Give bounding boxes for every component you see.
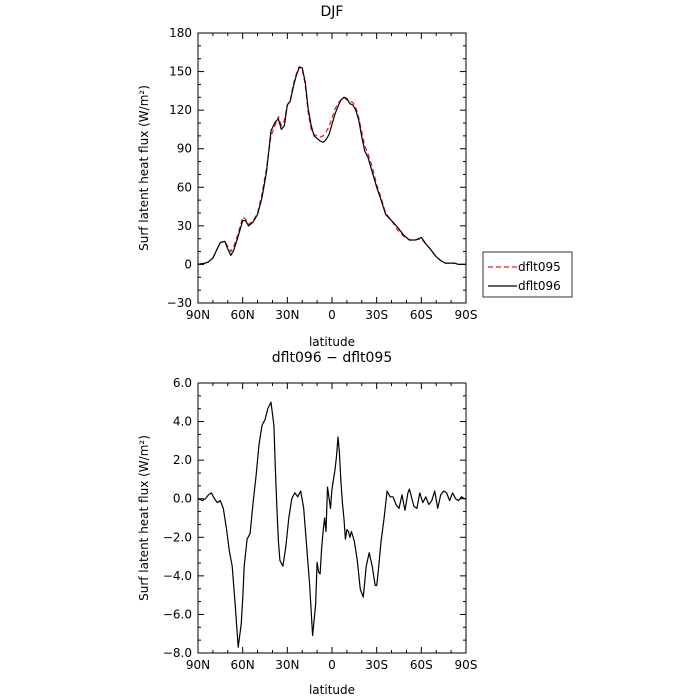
bottom-x-tick-label: 60S <box>410 658 433 672</box>
top-panel-djf: DJF 90N 60N 30N 0 30S 60S 90S −30 0 30 60 90 120 150 1… <box>137 4 573 349</box>
top-y-tick-label: 90 <box>177 142 192 156</box>
bottom-x-tick-label: 0 <box>328 658 336 672</box>
legend: dflt095 dflt096 <box>482 251 573 298</box>
bottom-x-tick-label: 30N <box>275 658 299 672</box>
top-plot-area: 90N 60N 30N 0 30S 60S 90S −30 0 30 60 90 120 150 180 <box>167 26 478 322</box>
legend-label-dflt096: dflt096 <box>518 279 561 293</box>
bottom-y-tick-label: −2.0 <box>163 530 192 544</box>
legend-label-dflt095: dflt095 <box>518 260 561 274</box>
bottom-y-tick-label: 2.0 <box>173 453 192 467</box>
top-y-tick-label: 30 <box>177 219 192 233</box>
bottom-y-tick-label: 6.0 <box>173 376 192 390</box>
bottom-y-tick-label: −6.0 <box>163 607 192 621</box>
top-x-tick-label: 30S <box>365 308 388 322</box>
top-y-tick-label: 180 <box>169 26 192 40</box>
top-x-tick-label: 0 <box>328 308 336 322</box>
bottom-x-axis-label: latitude <box>309 683 355 697</box>
top-y-axis-label: Surf latent heat flux (W/m²) <box>137 85 151 251</box>
top-x-tick-label: 60S <box>410 308 433 322</box>
bottom-panel-difference: dflt096 − dflt095 90N 60N 30N 0 30S 60S 90S −8.… <box>137 350 477 697</box>
top-x-tick-label: 90N <box>186 308 210 322</box>
top-x-tick-label: 60N <box>231 308 255 322</box>
top-x-tick-label: 90S <box>455 308 478 322</box>
bottom-plot-area: 90N 60N 30N 0 30S 60S 90S −8.0 −6.0 −4.0 −2.0 0.0 2.… <box>163 376 478 672</box>
bottom-y-tick-label: 4.0 <box>173 415 192 429</box>
top-y-tick-label: 120 <box>169 103 192 117</box>
legend-box <box>482 251 573 298</box>
top-y-tick-label: 60 <box>177 180 192 194</box>
bottom-x-tick-label: 30S <box>365 658 388 672</box>
bottom-x-tick-label: 60N <box>231 658 255 672</box>
top-x-axis-label: latitude <box>309 335 355 349</box>
top-chart-title: DJF <box>321 4 344 20</box>
top-series-line-dflt096 <box>197 67 466 265</box>
bottom-y-tick-label: −4.0 <box>163 569 192 583</box>
bottom-y-tick-label: −8.0 <box>163 646 192 660</box>
bottom-y-tick-label: 0.0 <box>173 492 192 506</box>
top-y-tick-label: 150 <box>169 65 192 79</box>
bottom-x-tick-label: 90N <box>186 658 210 672</box>
top-y-tick-label: −30 <box>167 296 192 310</box>
bottom-x-tick-label: 90S <box>455 658 478 672</box>
bottom-series-line-difference <box>197 401 466 648</box>
top-x-tick-label: 30N <box>275 308 299 322</box>
bottom-chart-title: dflt096 − dflt095 <box>272 350 392 366</box>
bottom-plot-frame <box>197 382 467 654</box>
top-y-tick-label: 0 <box>184 257 192 271</box>
top-plot-frame <box>197 32 467 304</box>
bottom-y-axis-label: Surf latent heat flux (W/m²) <box>137 435 151 601</box>
